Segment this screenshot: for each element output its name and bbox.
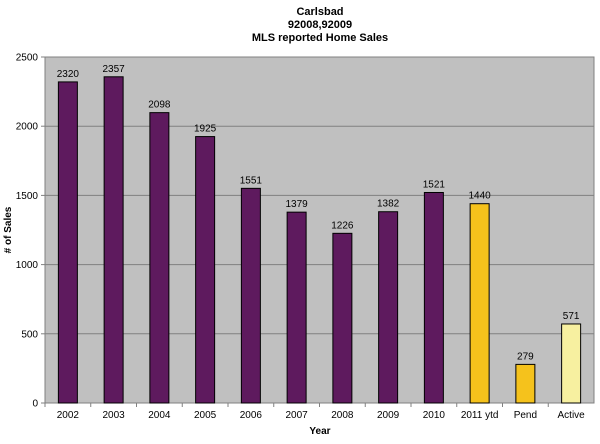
bar bbox=[103, 76, 124, 404]
x-tick-label: 2005 bbox=[194, 410, 217, 421]
bar bbox=[149, 112, 170, 404]
bar bbox=[240, 187, 261, 404]
y-tick-label: 0 bbox=[32, 399, 38, 410]
x-tick-label: Pend bbox=[514, 410, 537, 421]
data-label: 1379 bbox=[286, 199, 309, 210]
chart-title-line-1: Carlsbad bbox=[296, 6, 343, 18]
data-label: 1382 bbox=[377, 199, 400, 210]
bar bbox=[561, 323, 582, 404]
bar bbox=[469, 203, 490, 404]
y-tick-label: 2500 bbox=[16, 53, 39, 64]
x-tick-label: 2011 ytd bbox=[461, 410, 499, 421]
data-label: 1521 bbox=[423, 179, 446, 190]
bar bbox=[378, 211, 399, 404]
x-tick-label: 2004 bbox=[148, 410, 171, 421]
data-label: 1551 bbox=[240, 175, 263, 186]
y-tick-label: 1500 bbox=[16, 191, 39, 202]
x-tick-label: 2009 bbox=[377, 410, 400, 421]
bar bbox=[57, 81, 78, 404]
y-tick-label: 2000 bbox=[16, 122, 39, 133]
y-axis-label: # of Sales bbox=[3, 206, 14, 253]
y-tick-label: 1000 bbox=[16, 260, 39, 271]
data-label: 2320 bbox=[57, 69, 80, 80]
x-tick-label: 2008 bbox=[331, 410, 354, 421]
x-tick-label: 2003 bbox=[103, 410, 126, 421]
x-axis-label: Year bbox=[309, 426, 330, 437]
data-label: 1440 bbox=[469, 191, 492, 202]
bar bbox=[515, 363, 536, 404]
bar bbox=[195, 136, 216, 404]
x-tick-label: 2010 bbox=[423, 410, 446, 421]
x-tick-label: Active bbox=[558, 410, 586, 421]
x-tick-label: 2002 bbox=[57, 410, 80, 421]
bar bbox=[332, 232, 353, 404]
data-label: 279 bbox=[517, 351, 534, 362]
bar bbox=[286, 211, 307, 404]
chart-title-line-3: MLS reported Home Sales bbox=[252, 32, 388, 44]
plot-area bbox=[44, 56, 595, 404]
data-label: 2357 bbox=[103, 64, 126, 75]
x-tick-label: 2007 bbox=[286, 410, 309, 421]
data-label: 2098 bbox=[148, 100, 171, 111]
bar bbox=[423, 191, 444, 404]
data-label: 571 bbox=[563, 311, 580, 322]
data-label: 1226 bbox=[331, 220, 354, 231]
data-label: 1925 bbox=[194, 124, 217, 135]
chart-title-line-2: 92008,92009 bbox=[288, 19, 352, 31]
y-tick-label: 500 bbox=[21, 329, 38, 340]
x-tick-label: 2006 bbox=[240, 410, 263, 421]
